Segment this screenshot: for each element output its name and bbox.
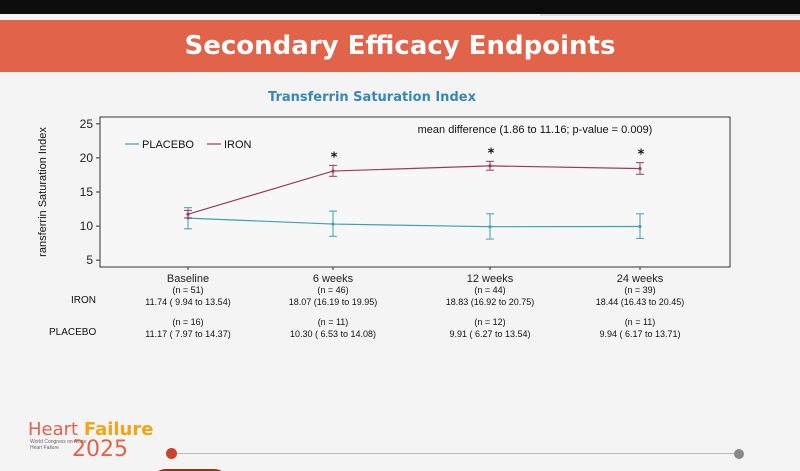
table-cell-value: 18.44 (16.43 to 20.45): [595, 297, 685, 307]
data-point: [331, 169, 335, 173]
table-cell-n: (n = 39): [624, 285, 656, 295]
plot-area: [99, 116, 731, 268]
event-tagline: World Congress on Acute Heart Failure: [30, 439, 87, 451]
data-point: [186, 212, 190, 216]
y-tick-label: 15: [80, 185, 94, 199]
data-point: [488, 225, 492, 229]
legend-label-placebo: PLACEBO: [142, 139, 194, 151]
slide-title: Secondary Efficacy Endpoints: [184, 31, 616, 61]
decorative-shape: [150, 469, 230, 471]
slide: Secondary Efficacy Endpoints Transferrin…: [0, 14, 800, 471]
table-cell-value: 11.17 ( 7.97 to 14.37): [145, 329, 231, 339]
table-cell-n: (n = 11): [624, 317, 656, 327]
table-row-label: IRON: [71, 295, 96, 306]
table-cell-n: (n = 11): [317, 317, 349, 327]
data-point: [488, 164, 492, 168]
table-cell-n: (n = 12): [474, 317, 506, 327]
significance-star: *: [331, 150, 338, 165]
y-axis-label: ransferrin Saturation Index: [37, 127, 49, 257]
table-cell-value: 11.74 ( 9.94 to 13.54): [145, 297, 231, 307]
mean-difference-annotation: mean difference (1.86 to 11.16; p-value …: [418, 124, 653, 136]
x-tick-label: Baseline: [167, 273, 209, 285]
table-cell-value: 9.91 ( 6.27 to 13.54): [449, 329, 531, 339]
logo-word-heart: Heart: [28, 419, 84, 440]
slide-progress-end-dot: [734, 449, 744, 459]
top-divider: [540, 14, 800, 16]
slide-progress-track: [172, 453, 740, 454]
logo-word-failure: Failure: [83, 419, 154, 440]
table-cell-n: (n = 44): [474, 285, 506, 295]
table-cell-value: 9.94 ( 6.17 to 13.71): [599, 329, 681, 339]
y-tick-label: 5: [86, 253, 93, 267]
data-point: [638, 224, 642, 229]
data-point: [331, 222, 335, 226]
x-tick-label: 6 weeks: [313, 273, 354, 285]
table-cell-n: (n = 16): [172, 317, 204, 327]
table-cell-value: 18.07 (16.19 to 19.95): [288, 297, 378, 307]
y-tick-label: 20: [80, 151, 94, 165]
chart-title: Transferrin Saturation Index: [268, 90, 476, 105]
event-logo-line1: Heart Failure: [28, 419, 153, 440]
table-cell-n: (n = 51): [172, 285, 204, 295]
series-line-placebo: [187, 217, 641, 228]
table-row-label: PLACEBO: [49, 327, 97, 338]
event-logo-year: 2025: [72, 437, 128, 462]
x-tick-label: 12 weeks: [467, 273, 514, 285]
title-banner: [0, 20, 800, 72]
series-line-iron: [187, 165, 641, 215]
top-black-bar: [0, 0, 800, 14]
y-tick-label: 10: [80, 219, 94, 233]
y-tick-label: 25: [80, 117, 94, 131]
slide-progress-start-dot: [166, 448, 177, 459]
legend-label-iron: IRON: [224, 139, 252, 151]
data-point: [638, 166, 642, 171]
significance-star: *: [488, 146, 495, 161]
table-cell-n: (n = 46): [317, 285, 349, 295]
significance-star: *: [638, 148, 645, 163]
table-cell-value: 18.83 (16.92 to 20.75): [445, 297, 535, 307]
x-tick-label: 24 weeks: [617, 273, 664, 285]
chart: 5 10 15 20 25 ransferrin Saturation Index Base…: [37, 116, 731, 285]
table-cell-value: 10.30 ( 6.53 to 14.08): [289, 329, 377, 339]
